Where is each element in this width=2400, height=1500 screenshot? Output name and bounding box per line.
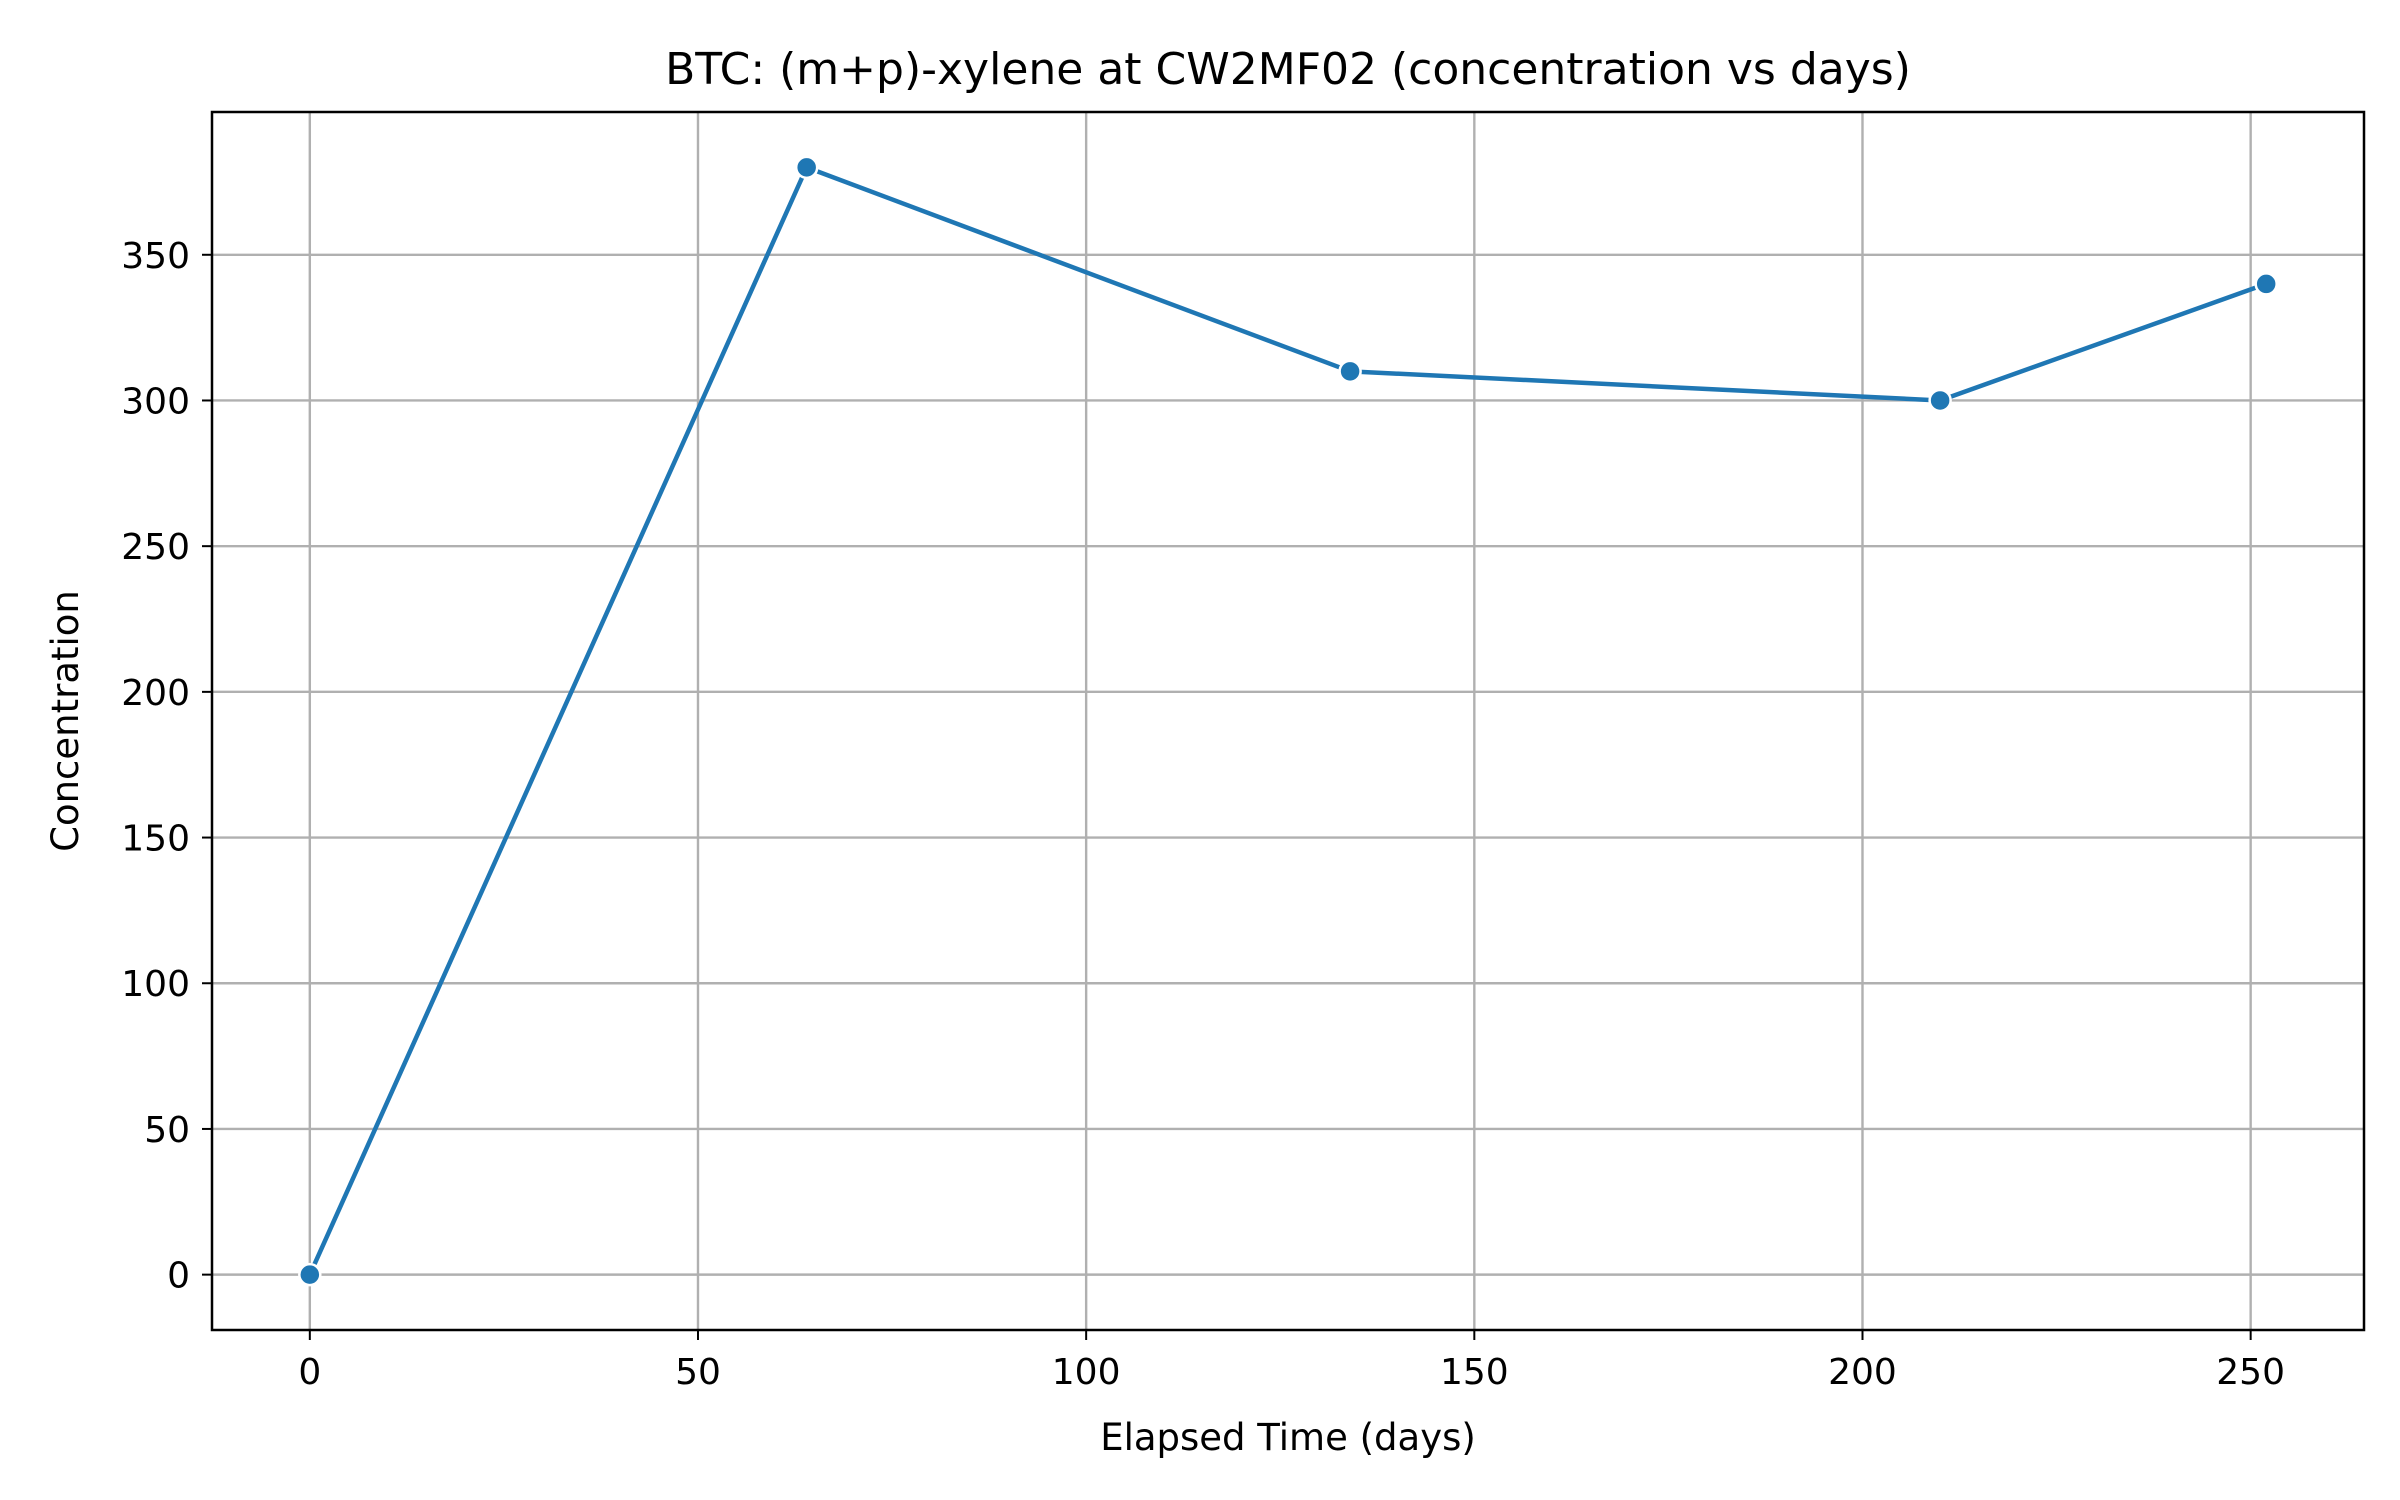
axis-ticks: 0 50 100 150 200 250 0 50 100 150 200 250 300 350 bbox=[121, 236, 2285, 1393]
y-tick-label: 100 bbox=[121, 964, 190, 1005]
y-tick-label: 250 bbox=[121, 527, 190, 568]
y-tick-label: 0 bbox=[167, 1256, 190, 1297]
plot-frame bbox=[210, 110, 2366, 1332]
x-tick-label: 100 bbox=[1052, 1352, 1121, 1393]
grid bbox=[212, 112, 2364, 1330]
y-tick-label: 50 bbox=[144, 1110, 190, 1151]
chart-title: BTC: (m+p)-xylene at CW2MF02 (concentrat… bbox=[665, 44, 1911, 95]
y-tick-label: 200 bbox=[121, 673, 190, 714]
x-axis-label: Elapsed Time (days) bbox=[1100, 1416, 1476, 1459]
data-point bbox=[298, 1262, 322, 1287]
x-tick-label: 0 bbox=[298, 1352, 321, 1393]
y-tick-label: 150 bbox=[121, 819, 190, 860]
data-point bbox=[794, 155, 819, 180]
x-tick-label: 150 bbox=[1440, 1352, 1509, 1393]
y-tick-label: 350 bbox=[121, 236, 190, 277]
x-tick-label: 50 bbox=[675, 1352, 721, 1393]
data-point bbox=[2254, 272, 2278, 296]
y-tick-label: 300 bbox=[121, 381, 190, 422]
x-tick-label: 200 bbox=[1828, 1352, 1897, 1393]
data-point bbox=[1928, 388, 1952, 413]
series-layer bbox=[298, 155, 2278, 1287]
y-axis-label: Concentration bbox=[44, 590, 87, 852]
x-tick-label: 250 bbox=[2216, 1352, 2285, 1393]
data-point bbox=[1338, 359, 1362, 384]
